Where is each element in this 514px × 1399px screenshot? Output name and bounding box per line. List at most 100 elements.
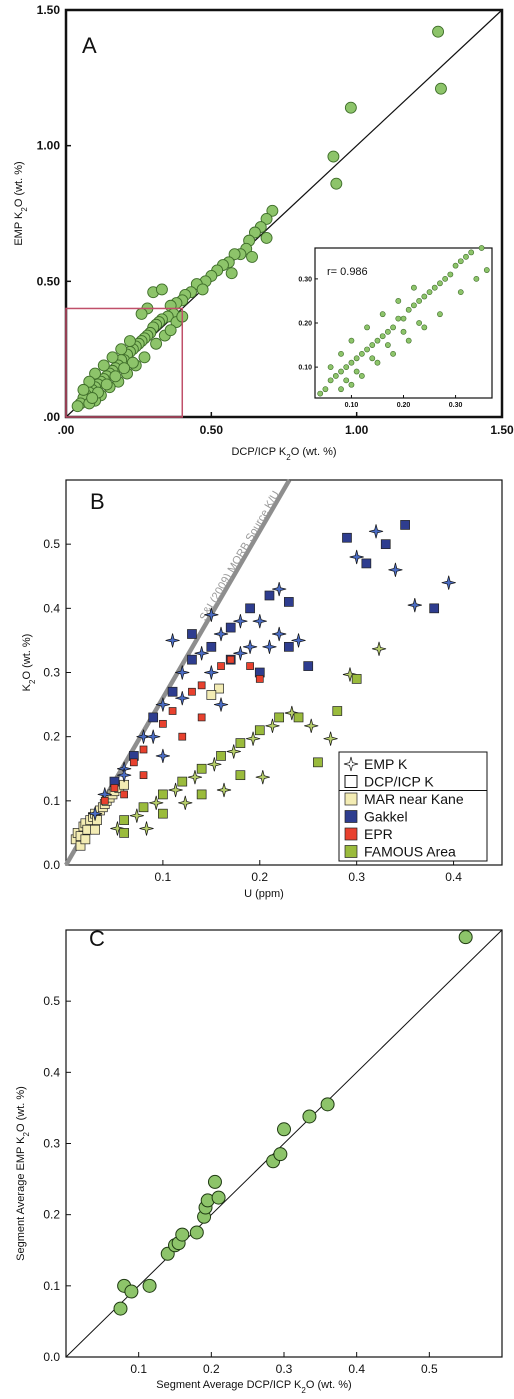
panel-b-emp-star-famous-area [178, 795, 193, 810]
panel-a-y-axis-label: EMP K2O (wt. %) [13, 161, 29, 245]
panel-a-inset-point [358, 373, 365, 379]
panel-a-inset-point [442, 275, 449, 282]
panel-b-point-gakkel [429, 603, 440, 614]
panel-b-point-gakkel [400, 520, 410, 530]
panel-b-x-tick-label: 0.3 [348, 870, 365, 884]
panel-b-y-tick-label: 0.1 [43, 794, 60, 808]
panel-a-point [126, 356, 139, 369]
panel-b-emp-star-gakkel [272, 581, 287, 597]
panel-b-emp-star-gakkel [136, 729, 151, 744]
panel-b-emp-star-gakkel [175, 665, 190, 680]
panel-a-inset-point [421, 293, 428, 300]
panel-c-x-tick-label: 0.4 [348, 1362, 365, 1376]
panel-a-point [344, 101, 357, 114]
panel-b-emp-star-famous-area [284, 705, 299, 721]
panel-c-point [273, 1147, 288, 1162]
panel-b-point-gakkel [283, 641, 294, 652]
panel-a-point [196, 283, 209, 296]
panel-c-y-tick-label: 0.5 [43, 994, 60, 1008]
panel-a-inset-x-tick-label: 0.30 [449, 402, 463, 409]
panel-a-y-tick-label: 1.50 [37, 3, 61, 17]
panel-b-legend-symbol [344, 775, 358, 788]
panel-b-legend-symbol [344, 792, 358, 806]
panel-a-inset-point [478, 245, 485, 251]
panel-a-y-tick-label: 1.00 [37, 139, 61, 153]
panel-b-point-epr [168, 707, 177, 715]
panel-b-point-famous-area [138, 802, 149, 813]
panel-a-point [138, 351, 151, 364]
panel-b-reference-line-label: S&L(2009) MORB Source K/U [198, 489, 283, 623]
panel-b-emp-star-gakkel [441, 575, 456, 590]
panel-b-point-epr [217, 662, 225, 670]
panel-a-point [164, 324, 177, 337]
panel-b-legend-label: DCP/ICP K [364, 774, 434, 790]
panel-b-point-epr [197, 681, 206, 690]
panel-b-point-gakkel [303, 661, 314, 671]
panel-c-x-tick-label: 0.5 [421, 1362, 438, 1376]
panel-a-inset-point [327, 364, 334, 371]
panel-c-point [142, 1278, 157, 1293]
panel-a-point [71, 400, 84, 413]
panel-c-point [113, 1301, 128, 1316]
panel-b-emp-star-famous-area [265, 718, 280, 733]
panel-b-emp-star-gakkel [368, 524, 384, 539]
panel-a-point [150, 337, 163, 350]
panel-b-emp-star-gakkel [252, 614, 267, 629]
panel-b-emp-star-famous-area [342, 667, 358, 682]
panel-b-emp-star-gakkel [349, 549, 364, 565]
panel-a-x-tick-label: 1.50 [490, 423, 514, 437]
panel-b-legend-frame [338, 751, 488, 862]
panel-a-inset-point [379, 333, 386, 340]
panel-c-one-to-one-line [65, 929, 503, 1358]
panel-a-inset-point [327, 377, 334, 384]
panel-a-inset-point [405, 337, 412, 344]
panel-a-inset-point [369, 342, 376, 348]
panel-c: C 0.1 0.2 0.3 0.4 0.5 0.0 0.1 0.2 0.3 0.4 0.5 Segme… [15, 926, 503, 1395]
panel-c-x-tick-label: 0.3 [276, 1362, 293, 1376]
panel-b-point-epr [129, 758, 138, 767]
panel-b-point-famous-area [119, 828, 129, 838]
panel-b-emp-star-epr [87, 806, 103, 821]
panel-b-point-famous-area [177, 776, 188, 787]
panel-b-emp-star-famous-area [216, 782, 232, 798]
panel-b-point-gakkel [342, 532, 352, 543]
panel-b-emp-star-famous-area [304, 718, 319, 733]
panel-a-x-tick-label: 0.50 [200, 423, 224, 437]
panel-a-inset-point [457, 289, 464, 296]
panel-b-point-famous-area [235, 770, 246, 781]
panel-a-point [100, 378, 113, 391]
panel-b-emp-star-famous-area [207, 757, 222, 772]
panel-a-inset-point [416, 298, 423, 304]
panel-b-y-tick-label: 0.4 [43, 601, 60, 615]
panel-b-emp-star-gakkel [204, 607, 219, 622]
panel-b-x-tick-label: 0.1 [155, 870, 172, 884]
panel-b-emp-star-famous-area [139, 821, 154, 836]
panel-b-x-tick-label: 0.4 [445, 870, 462, 884]
panel-b-point-gakkel [187, 629, 197, 639]
panel-a-highlight-box [65, 307, 184, 418]
panel-a-inset-point [411, 302, 417, 309]
panel-b-point-gakkel [187, 654, 197, 665]
panel-a-inset-point [332, 373, 339, 379]
panel-a-inset-point [437, 280, 443, 287]
panel-a-point [432, 25, 445, 38]
panel-b-point-epr [255, 675, 264, 683]
panel-a-inset-point [358, 350, 365, 357]
panel-b-legend-label: MAR near Kane [364, 791, 464, 807]
panel-c-point [211, 1190, 226, 1205]
panel-b-legend-label: Gakkel [364, 809, 408, 825]
panel-c-y-tick-label: 0.2 [43, 1208, 60, 1222]
panel-c-point [458, 930, 473, 945]
panel-a-inset-y-tick-label: 0.10 [298, 365, 312, 372]
panel-a-inset-correlation: r= 0.986 [327, 266, 368, 278]
panel-c-x-tick-label: 0.1 [130, 1362, 147, 1376]
panel-a-inset-point [369, 355, 376, 362]
panel-b-point-epr [159, 719, 167, 728]
panel-b-point-famous-area [119, 815, 129, 825]
panel-b-y-tick-label: 0.0 [43, 858, 60, 872]
panel-c-point [302, 1109, 317, 1124]
panel-b-emp-star-famous-area [129, 808, 144, 823]
panel-b-y-tick-label: 0.3 [43, 666, 60, 680]
panel-a-point [135, 307, 148, 320]
panel-a-plot-frame [64, 8, 504, 419]
